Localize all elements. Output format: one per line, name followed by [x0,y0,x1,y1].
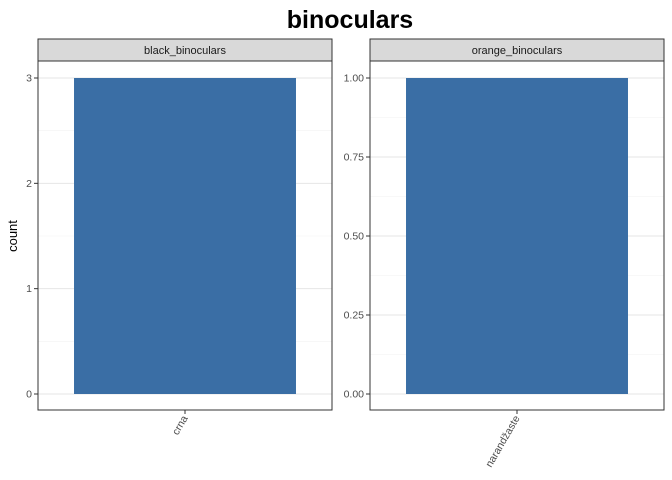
plot-panel-border [37,60,333,411]
y-tick-label: 0.50 [344,231,365,243]
facet-strip-label: black_binoculars [144,45,226,57]
chart-title: binoculars [287,6,413,34]
y-tick-label: 3 [26,73,32,85]
y-tick-label: 0.00 [344,389,365,401]
y-tick-label: 1.00 [344,73,365,85]
y-tick-label: 0 [26,389,32,401]
y-tick-label: 0.75 [344,152,365,164]
facet-panels: black_binoculars0123crnaorange_binocular… [26,38,665,470]
y-axis-title: count [5,220,20,252]
y-tick-label: 2 [26,178,32,190]
bar [406,78,628,394]
bar [74,78,296,394]
plot-panel-border [369,60,665,411]
y-tick-label: 0.25 [344,310,365,322]
y-tick-label: 1 [26,283,32,295]
facet-panel: orange_binoculars0.000.250.500.751.00nar… [344,38,665,470]
facet-strip-label: orange_binoculars [472,45,563,57]
